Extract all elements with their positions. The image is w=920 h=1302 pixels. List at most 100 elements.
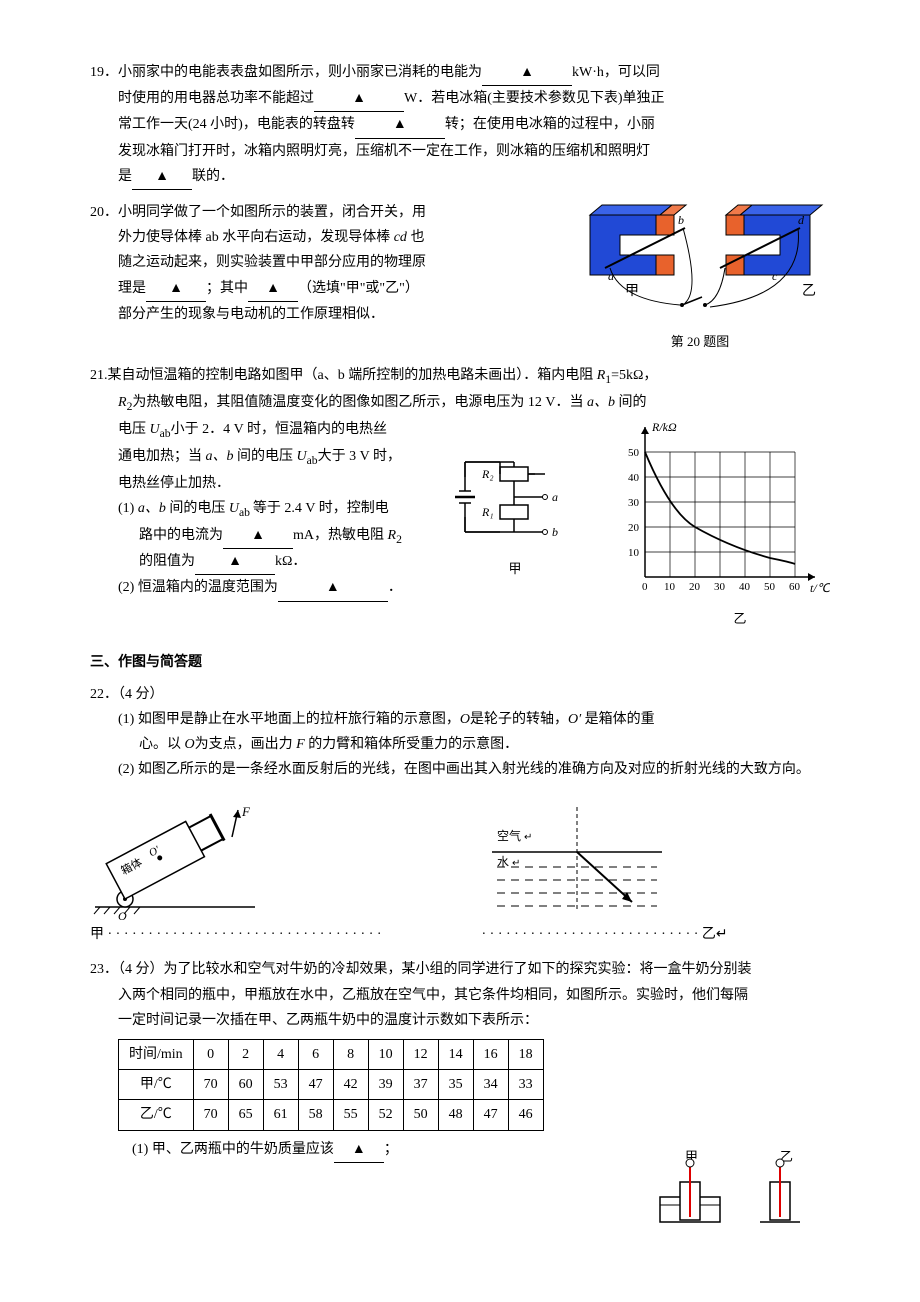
q21-graph: R/kΩ t/℃ 10 20 30 40 50 [610,417,830,630]
q21-subab2: ab [307,454,318,467]
r2-4: 58 [298,1100,333,1130]
q21-circuit-svg: a b R₂ R₁ [450,447,580,557]
r1-9: 34 [473,1070,508,1100]
ylabel: R/kΩ [651,420,677,434]
q23-t2: 入两个相同的瓶中，甲瓶放在水中，乙瓶放在空气中，其它条件均相同，如图所示。实验时… [90,983,830,1008]
r2-6: 52 [368,1100,403,1130]
q21-s1h: R [388,528,397,543]
svg-text:20: 20 [628,522,640,534]
r1-6: 39 [368,1070,403,1100]
q22-fig-yi: 空气 水 ↵ ↵ · · · · · · · · · · · · · · · ·… [482,802,728,947]
q22-diagram-yi: 空气 水 ↵ ↵ [482,802,672,922]
q19-blank-2: ▲ [314,86,404,112]
q22-points: （4 分） [118,687,164,702]
q20-line1: 小明同学做了一个如图所示的装置，闭合开关，用 [118,205,426,220]
q21-l2b: 为热敏电阻，其阻值随温度变化的图像如图乙所示，电源电压为 12 V．当 [132,395,587,410]
q21-s1c: 间的电压 [166,501,229,516]
q20-l4c: （选填"甲"或"乙"） [298,281,419,296]
q19-unit-a: kW·h，可以同 [572,65,660,80]
th-7: 12 [403,1040,438,1070]
q23-s1a: (1) 甲、乙两瓶中的牛奶质量应该 [132,1142,334,1157]
q19-text-a: 小丽家中的电能表表盘如图所示，则小丽家已消耗的电能为 [118,65,482,80]
q21-blank-2: ▲ [195,549,275,575]
svg-text:F: F [241,804,251,819]
q20-blank-1: ▲ [146,276,206,302]
table-row-header: 时间/min 0 2 4 6 8 10 12 14 16 18 [119,1040,544,1070]
q21-l3c: 小于 2．4 V 时，恒温箱内的电热丝 [171,422,387,437]
q21-l4e: 大于 3 V 时， [318,449,401,464]
r1-4: 47 [298,1070,333,1100]
yi-text: 乙 [702,927,716,942]
triangle-marker: ▲ [352,91,366,106]
q22-s1f: 心。以 [139,737,185,752]
r1-2: 60 [228,1070,263,1100]
q21-s2a: (2) 恒温箱内的温度范围为 [118,580,278,595]
q21-l1b: R [597,368,606,383]
q22-s1h: 为支点，画出力 [195,737,297,752]
q21-subab1: ab [160,427,171,440]
q21-l2a: R [118,395,127,410]
th-0: 时间/min [119,1040,194,1070]
q19-line3: 常工作一天(24 小时)，电能表的转盘转▲转；在使用电冰箱的过程中，小丽 [90,112,830,138]
q21-jia-label: 甲 [450,557,580,580]
svg-text:b: b [552,525,558,539]
th-6: 10 [368,1040,403,1070]
question-21: 21.某自动恒温箱的控制电路如图甲（a、b 端所控制的加热电路未画出）．箱内电阻… [90,363,830,630]
q23-table-wrap: 时间/min 0 2 4 6 8 10 12 14 16 18 甲/℃ 70 6… [90,1039,830,1131]
q19-blank-4: ▲ [132,164,192,190]
q22-s1d: O′ [568,712,581,727]
q21-l3b: U [150,422,160,437]
svg-text:50: 50 [764,581,776,593]
q19-text-d: 发现冰箱门打开时，冰箱内照明灯亮，压缩机不一定在工作，则冰箱的压缩机和照明灯 [118,144,650,159]
th-3: 4 [263,1040,298,1070]
svg-text:R₁: R₁ [481,505,494,519]
r1-8: 35 [438,1070,473,1100]
th-9: 16 [473,1040,508,1070]
q21-num: 21. [90,368,108,383]
q21-s1d: U [229,501,239,516]
q21-l4a: 通电加热；当 [118,449,206,464]
q19-unit-c: 转；在使用电冰箱的过程中，小丽 [445,117,655,132]
r2-7: 50 [403,1100,438,1130]
th-4: 6 [298,1040,333,1070]
r1-10: 33 [508,1070,543,1100]
th-5: 8 [333,1040,368,1070]
q23-table: 时间/min 0 2 4 6 8 10 12 14 16 18 甲/℃ 70 6… [118,1039,544,1131]
q19-line5: 是▲联的． [90,164,830,190]
svg-text:30: 30 [714,581,726,593]
q21-line2: R2为热敏电阻，其阻值随温度变化的图像如图乙所示，电源电压为 12 V．当 a、… [90,390,830,417]
r1-0: 甲/℃ [119,1070,194,1100]
svg-text:20: 20 [689,581,701,593]
label-b: b [678,213,684,227]
q19-num: 19． [90,65,118,80]
th-1: 0 [193,1040,228,1070]
q20-l2b: cd [394,230,407,245]
q23-t1: 为了比较水和空气对牛奶的冷却效果，某小组的同学进行了如下的探究实验：将一盒牛奶分… [164,962,752,977]
section-3-title: 三、作图与简答题 [90,650,830,675]
q21-s1e: 等于 2.4 V 时，控制电 [253,501,389,516]
q21-circuit: a b R₂ R₁ 甲 [450,447,580,580]
r1-7: 37 [403,1070,438,1100]
q19-text-c: 常工作一天(24 小时)，电能表的转盘转 [118,117,355,132]
q19-blank-1: ▲ [482,60,572,86]
svg-text:a: a [552,490,558,504]
r2-8: 48 [438,1100,473,1130]
q22-s1b: O [460,712,470,727]
q21-l4c: 间的电压 [234,449,297,464]
svg-text:空气: 空气 [497,828,521,843]
r2-1: 70 [193,1100,228,1130]
q20-fig-label: 第 20 题图 [570,330,830,353]
triangle-marker: ▲ [266,281,280,296]
q22-figures: O 箱体 O′ F 甲 · · · · · · · · · · · · · · [90,802,830,947]
svg-text:30: 30 [628,497,640,509]
r2-5: 55 [333,1100,368,1130]
question-20: a b c d 甲 乙 第 20 题图 20．小明同学做了一个如图所示的装置，闭… [90,200,830,353]
q23-blank-1: ▲ [334,1137,384,1163]
question-19: 19．小丽家中的电能表表盘如图所示，则小丽家已消耗的电能为▲kW·h，可以同 时… [90,60,830,190]
q23-diagram: 甲 乙 [640,1147,830,1227]
q22-sub1-line2: 心。以 O为支点，画出力 F 的力臂和箱体所受重力的示意图． [118,732,830,757]
jia-text: 甲 [90,927,104,942]
r2-9: 47 [473,1100,508,1130]
q20-l2a: 外力使导体棒 ab 水平向右运动，发现导体棒 [118,230,394,245]
q21-blank-3: ▲ [278,575,388,601]
